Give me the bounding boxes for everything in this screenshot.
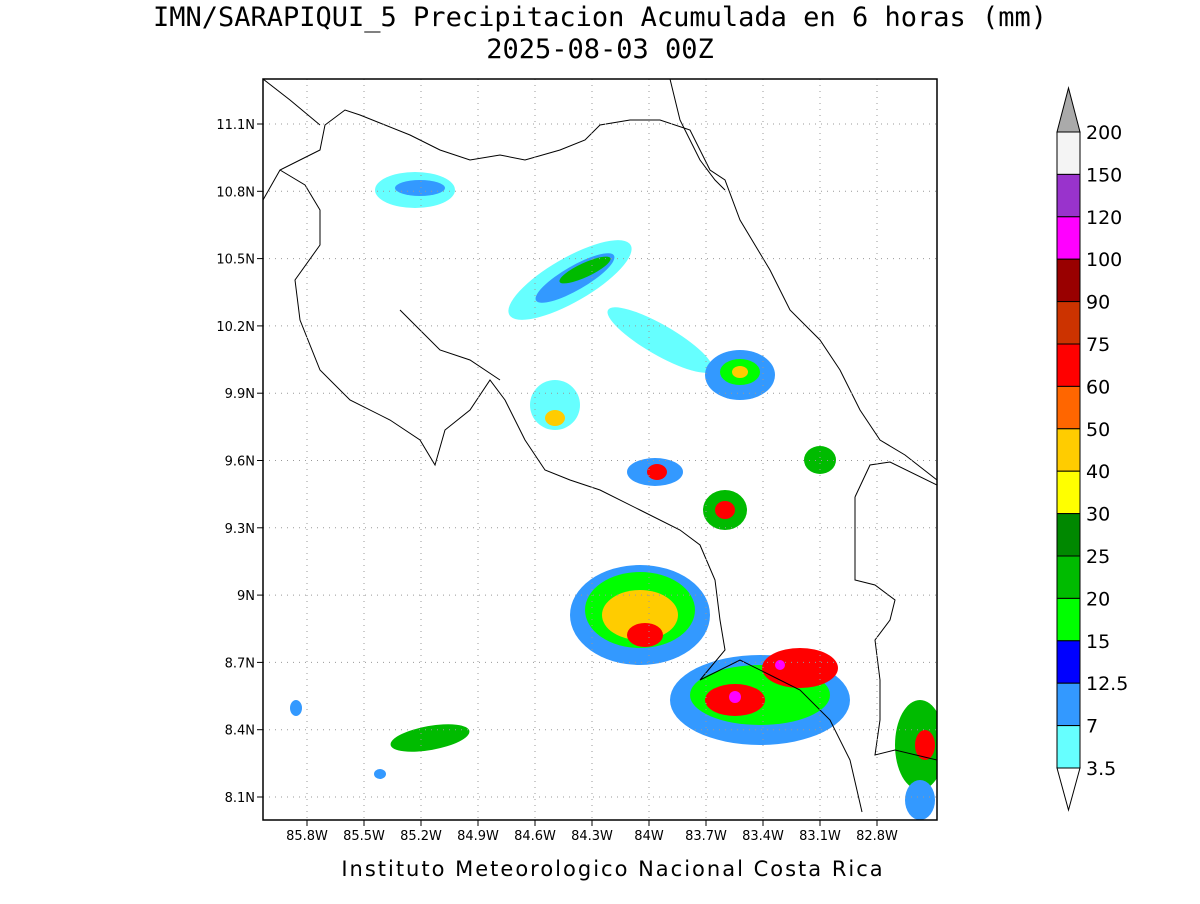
colorbar-label: 3.5 [1086,758,1116,780]
colorbar-under [1056,767,1081,812]
x-tick-label: 82.8W [856,829,898,844]
x-tick-label: 83.7W [685,829,727,844]
map-frame [262,78,938,821]
x-tick-label: 85.2W [400,829,442,844]
x-tick-label: 85.8W [286,829,328,844]
y-tick-label: 8.1N [225,791,255,806]
colorbar-label: 25 [1086,546,1110,568]
x-tick-label: 84.3W [571,829,613,844]
y-tick-label: 10.2N [216,320,255,335]
colorbar-box [1056,258,1081,303]
colorbar-over [1056,86,1081,133]
colorbar-label: 90 [1086,292,1110,314]
colorbar-label: 50 [1086,419,1110,441]
colorbar-box [1056,597,1081,642]
y-tick-label: 10.8N [216,185,255,200]
colorbar-box [1056,428,1081,472]
colorbar-label: 120 [1086,207,1122,229]
y-tick-label: 8.7N [225,656,255,671]
y-tick-label: 9.3N [225,522,255,537]
colorbar-box [1056,301,1081,345]
colorbar-label: 150 [1086,164,1122,186]
colorbar-box [1056,470,1081,515]
colorbar-label: 75 [1086,334,1110,356]
x-tick-label: 84.6W [514,829,556,844]
y-tick-label: 9.9N [225,387,255,402]
x-tick-label: 84W [634,829,664,844]
colorbar-box [1056,682,1081,727]
colorbar-box [1056,343,1081,387]
y-tick-label: 8.4N [225,724,255,739]
colorbar-label: 7 [1086,716,1098,738]
colorbar-box [1056,131,1081,175]
colorbar-label: 200 [1086,122,1122,144]
coastline [263,79,937,813]
colorbar-label: 40 [1086,461,1110,483]
subtitle: 2025-08-03 00Z [486,34,714,65]
colorbar-label: 100 [1086,249,1122,271]
colorbar: 200 150 120 100 90 75 60 50 40 30 25 20 15 12.5 7 3.5 [1056,86,1128,812]
colorbar-box [1056,216,1081,260]
colorbar-box [1056,385,1081,430]
y-tick-label: 11.1N [216,118,255,133]
precipitation-field [290,172,937,820]
colorbar-label: 20 [1086,588,1110,610]
colorbar-box [1056,555,1081,599]
colorbar-box [1056,725,1081,769]
colorbar-label: 15 [1086,631,1110,653]
colorbar-box [1056,173,1081,218]
y-tick-label: 10.5N [216,253,255,268]
x-tick-label: 83.1W [799,829,841,844]
x-tick-label: 83.4W [742,829,784,844]
y-tick-label: 9.6N [225,455,255,470]
x-tick-label: 84.9W [457,829,499,844]
map [257,78,938,826]
colorbar-label: 12.5 [1086,673,1128,695]
title: IMN/SARAPIQUI_5 Precipitacion Acumulada … [153,2,1047,33]
x-tick-label: 85.5W [343,829,385,844]
colorbar-box [1056,640,1081,684]
grid [257,79,937,826]
footer: Instituto Meteorologico Nacional Costa R… [341,857,884,881]
y-tick-label: 9N [237,589,255,604]
colorbar-box [1056,513,1081,557]
colorbar-label: 60 [1086,376,1110,398]
colorbar-label: 30 [1086,504,1110,526]
